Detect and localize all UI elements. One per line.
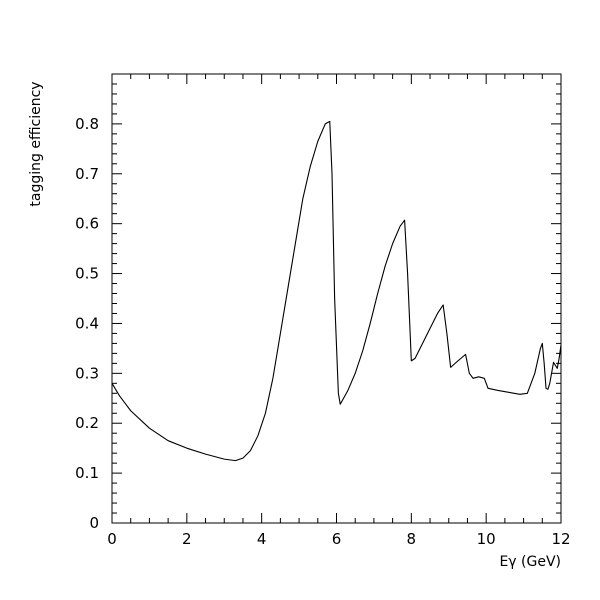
y-tick-label: 0.2 bbox=[75, 414, 99, 432]
y-tick-label: 0.7 bbox=[75, 165, 99, 183]
x-tick-label: 4 bbox=[257, 530, 267, 548]
y-tick-label: 0.1 bbox=[75, 464, 99, 482]
y-tick-label: 0.3 bbox=[75, 364, 99, 382]
x-tick-label: 6 bbox=[332, 530, 342, 548]
y-tick-label: 0.5 bbox=[75, 265, 99, 283]
x-axis-tick-labels: 0 2 4 6 8 10 12 bbox=[107, 530, 570, 548]
x-axis-title: Eγ (GeV) bbox=[499, 554, 561, 570]
plot-frame bbox=[111, 73, 562, 524]
x-tick-label: 10 bbox=[477, 530, 496, 548]
y-tick-label: 0.4 bbox=[75, 314, 99, 332]
y-axis-title: tagging efficiency bbox=[28, 81, 44, 206]
y-tick-label: 0.8 bbox=[75, 115, 99, 133]
x-tick-label: 8 bbox=[407, 530, 417, 548]
y-axis-tick-labels: 0 0.1 0.2 0.3 0.4 0.5 0.6 0.7 0.8 bbox=[75, 115, 99, 532]
y-tick-label: 0 bbox=[89, 514, 99, 532]
x-tick-label: 0 bbox=[107, 530, 117, 548]
x-axis-ticks bbox=[111, 74, 562, 523]
x-tick-label: 2 bbox=[182, 530, 192, 548]
x-tick-label: 12 bbox=[551, 530, 570, 548]
y-tick-label: 0.6 bbox=[75, 215, 99, 233]
y-axis-ticks bbox=[112, 73, 561, 524]
efficiency-curve bbox=[111, 120, 562, 462]
